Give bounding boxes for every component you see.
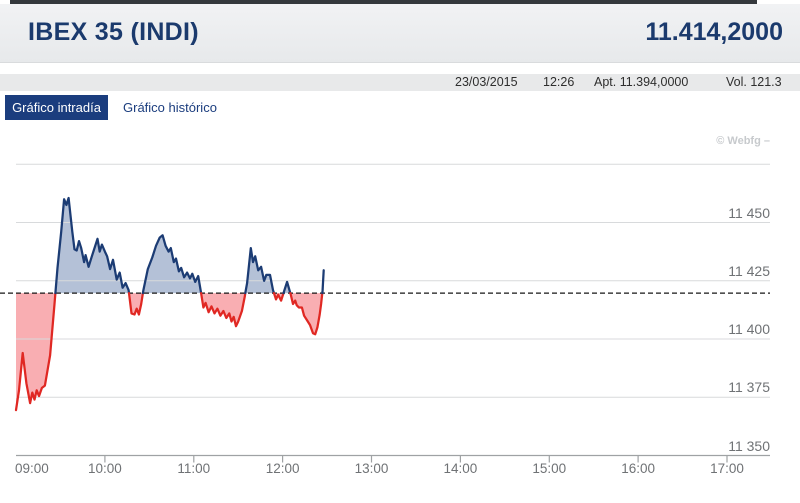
- instrument-title: IBEX 35 (INDI): [28, 18, 199, 46]
- x-axis-label: 10:00: [87, 461, 122, 476]
- x-axis-label: 17:00: [710, 461, 744, 476]
- top-accent-bar: [10, 0, 757, 4]
- price-line-below: [14, 291, 57, 412]
- y-axis-label: 11 350: [728, 437, 770, 454]
- price-line-above: [282, 280, 292, 295]
- price-line-above: [244, 246, 276, 295]
- header: IBEX 35 (INDI) 11.414,2000: [0, 4, 800, 63]
- watermark: © Webfg –: [716, 135, 770, 147]
- tab-intraday-chart[interactable]: Gráfico intradía: [5, 95, 108, 120]
- quote-volume: Vol. 121.3: [726, 75, 782, 89]
- x-axis-label: 09:00: [15, 461, 49, 476]
- quote-open: Apt. 11.394,0000: [594, 75, 689, 89]
- y-axis-label: 11 400: [728, 321, 770, 337]
- price-line-below: [272, 291, 285, 302]
- y-axis-label: 11 450: [728, 204, 770, 221]
- area-fill-above-baseline: [142, 235, 202, 294]
- price-line-below: [199, 291, 247, 328]
- tab-historical-chart[interactable]: Gráfico histórico: [123, 100, 217, 115]
- quote-date: 23/03/2015: [455, 75, 518, 89]
- y-axis-label: 11 375: [728, 379, 770, 396]
- price-line-above: [54, 196, 131, 295]
- x-axis-label: 15:00: [532, 461, 567, 476]
- price-line-above: [141, 234, 203, 295]
- x-axis-label: 14:00: [443, 461, 478, 476]
- x-axis-label: 13:00: [354, 461, 389, 476]
- price-line-below: [127, 291, 145, 316]
- x-axis-label: 11:00: [177, 461, 211, 476]
- price-line-above: [321, 269, 325, 295]
- x-axis-label: 16:00: [621, 461, 656, 476]
- x-axis-label: 12:00: [265, 461, 300, 476]
- quote-info-bar: 23/03/2015 12:26 Apt. 11.394,0000 Vol. 1…: [0, 74, 800, 91]
- quote-time: 12:26: [543, 75, 575, 89]
- y-axis-label: 11 425: [728, 262, 770, 279]
- price-line-below: [289, 291, 324, 336]
- area-fill-below-baseline: [290, 293, 323, 335]
- last-price: 11.414,2000: [645, 18, 783, 46]
- chart-tabs: Gráfico intradía Gráfico histórico: [0, 95, 800, 120]
